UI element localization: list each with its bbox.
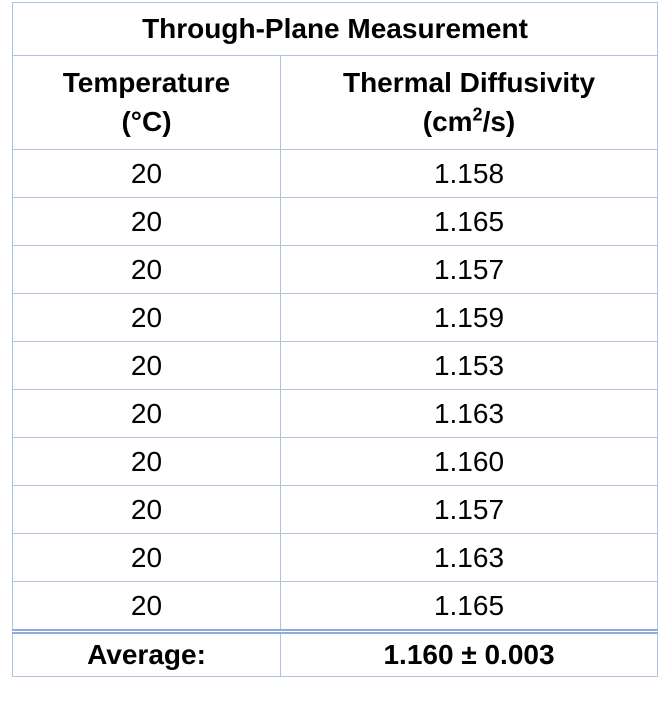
temperature-cell: 20 — [12, 485, 281, 534]
table-row: 20 1.160 — [12, 437, 658, 486]
header-row: Temperature (°C) Thermal Diffusivity (cm… — [12, 55, 658, 150]
diffusivity-cell: 1.165 — [280, 197, 658, 246]
temperature-cell: 20 — [12, 293, 281, 342]
temperature-cell: 20 — [12, 437, 281, 486]
diffusivity-cell: 1.158 — [280, 149, 658, 198]
average-row: Average: 1.160 ± 0.003 — [12, 629, 658, 677]
average-label-cell: Average: — [12, 629, 281, 677]
table-row: 20 1.157 — [12, 245, 658, 294]
temperature-cell: 20 — [12, 245, 281, 294]
table-row: 20 1.159 — [12, 293, 658, 342]
measurement-table: Through-Plane Measurement Temperature (°… — [12, 2, 658, 677]
column-header-temperature: Temperature (°C) — [12, 55, 281, 150]
table-row: 20 1.163 — [12, 389, 658, 438]
temperature-cell: 20 — [12, 581, 281, 632]
table-row: 20 1.165 — [12, 581, 658, 632]
diffusivity-cell: 1.163 — [280, 389, 658, 438]
diffusivity-cell: 1.163 — [280, 533, 658, 582]
temperature-header-unit: (°C) — [121, 105, 172, 137]
diffusivity-cell: 1.157 — [280, 485, 658, 534]
table-row: 20 1.158 — [12, 149, 658, 198]
temperature-cell: 20 — [12, 341, 281, 390]
table-row: 20 1.153 — [12, 341, 658, 390]
diffusivity-cell: 1.160 — [280, 437, 658, 486]
diffusivity-header-unit: (cm2/s) — [422, 104, 516, 137]
average-value-cell: 1.160 ± 0.003 — [280, 629, 658, 677]
diffusivity-unit-post: /s) — [482, 105, 516, 137]
table-title: Through-Plane Measurement — [12, 2, 658, 56]
diffusivity-header-line1: Thermal Diffusivity — [342, 66, 596, 98]
table-row: 20 1.165 — [12, 197, 658, 246]
temperature-cell: 20 — [12, 389, 281, 438]
temperature-cell: 20 — [12, 149, 281, 198]
diffusivity-cell: 1.157 — [280, 245, 658, 294]
table-row: 20 1.157 — [12, 485, 658, 534]
diffusivity-cell: 1.165 — [280, 581, 658, 632]
table-row: 20 1.163 — [12, 533, 658, 582]
column-header-thermal-diffusivity: Thermal Diffusivity (cm2/s) — [280, 55, 658, 150]
title-row: Through-Plane Measurement — [12, 2, 658, 56]
temperature-header-line1: Temperature — [62, 66, 231, 98]
diffusivity-cell: 1.153 — [280, 341, 658, 390]
diffusivity-cell: 1.159 — [280, 293, 658, 342]
diffusivity-unit-superscript: 2 — [472, 104, 483, 125]
measurement-table-wrapper: Through-Plane Measurement Temperature (°… — [12, 2, 658, 677]
diffusivity-unit-pre: (cm — [422, 105, 473, 137]
temperature-cell: 20 — [12, 533, 281, 582]
temperature-cell: 20 — [12, 197, 281, 246]
